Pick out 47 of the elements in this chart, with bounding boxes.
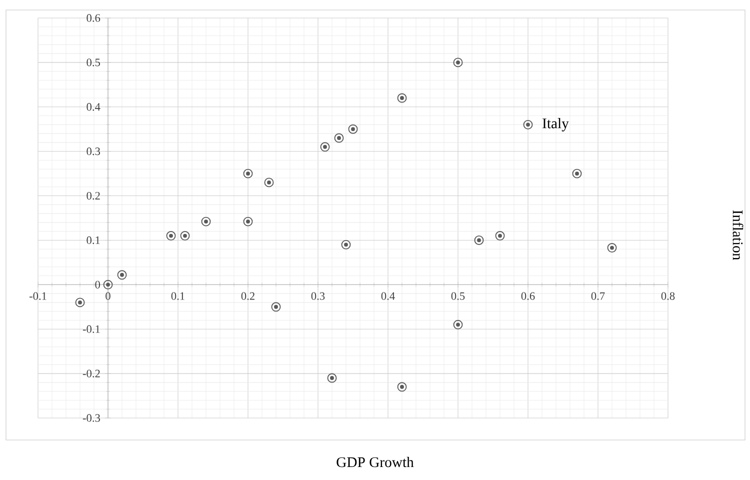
point bbox=[264, 178, 274, 188]
point bbox=[243, 168, 253, 178]
y-tick-label: 0 bbox=[95, 280, 100, 288]
point bbox=[607, 243, 617, 253]
point bbox=[397, 382, 407, 392]
y-axis-title: Inflation bbox=[732, 210, 744, 260]
point bbox=[523, 120, 533, 130]
point bbox=[117, 270, 127, 280]
point bbox=[243, 216, 253, 226]
x-tick-label: 0.1 bbox=[171, 292, 184, 300]
y-tick-label: -0.1 bbox=[82, 325, 100, 333]
point bbox=[201, 216, 211, 226]
x-tick-label: 0 bbox=[106, 292, 110, 300]
point bbox=[572, 168, 582, 178]
point bbox=[348, 124, 358, 134]
y-tick-label: -0.2 bbox=[82, 370, 100, 378]
x-tick-label: 0.3 bbox=[311, 292, 325, 300]
y-tick-label: 0.1 bbox=[86, 236, 100, 244]
point bbox=[474, 235, 484, 245]
x-tick-label: -0.1 bbox=[29, 292, 46, 300]
x-axis-title: GDP Growth bbox=[336, 456, 414, 468]
point bbox=[320, 142, 330, 152]
y-tick-label: -0.3 bbox=[82, 414, 100, 422]
point bbox=[180, 231, 190, 241]
x-tick-label: 0.2 bbox=[241, 292, 254, 300]
annotation: Italy bbox=[542, 118, 569, 132]
y-tick-label: 0.3 bbox=[86, 148, 100, 156]
x-tick-label: 0.6 bbox=[521, 292, 535, 300]
x-tick-label: 0.8 bbox=[661, 292, 675, 300]
point bbox=[453, 320, 463, 330]
x-tick-label: 0.5 bbox=[451, 292, 465, 300]
point bbox=[271, 302, 281, 312]
point bbox=[166, 231, 176, 241]
point bbox=[397, 93, 407, 103]
point bbox=[334, 133, 344, 143]
y-tick-label: 0.4 bbox=[86, 103, 100, 111]
point bbox=[495, 231, 505, 241]
point bbox=[103, 280, 113, 290]
point bbox=[453, 58, 463, 68]
x-tick-label: 0.4 bbox=[381, 292, 395, 300]
point bbox=[341, 240, 351, 250]
y-tick-label: 0.2 bbox=[86, 192, 100, 200]
x-tick-label: 0.7 bbox=[591, 292, 605, 300]
point bbox=[327, 373, 337, 383]
y-tick-label: 0.6 bbox=[86, 14, 100, 22]
point bbox=[75, 298, 85, 308]
y-tick-label: 0.5 bbox=[86, 58, 100, 66]
